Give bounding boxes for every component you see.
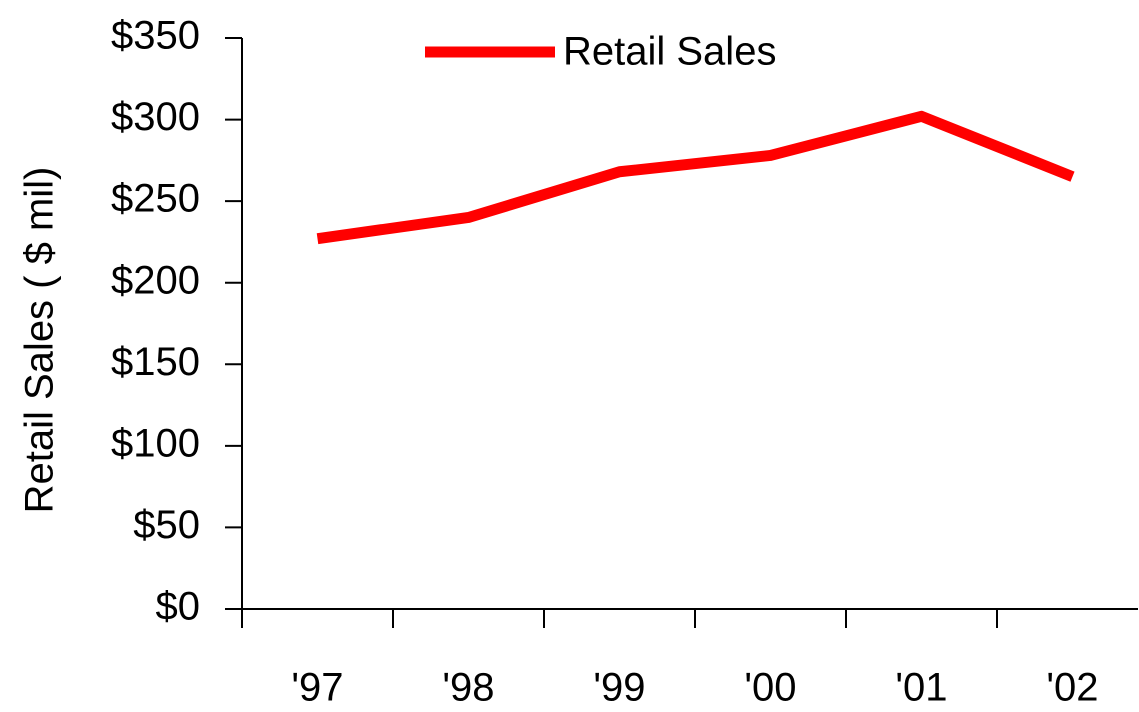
x-tick-label: '97 — [291, 666, 343, 710]
x-tick-label: '01 — [895, 666, 947, 710]
x-tick-label: '98 — [442, 666, 494, 710]
legend-label: Retail Sales — [563, 30, 776, 74]
y-tick-label: $100 — [111, 421, 200, 465]
y-tick-label: $200 — [111, 258, 200, 302]
x-tick-label: '99 — [593, 666, 645, 710]
y-tick-label: $150 — [111, 340, 200, 384]
y-tick-label: $50 — [133, 503, 200, 547]
x-tick-label: '02 — [1046, 666, 1098, 710]
y-tick-label: $250 — [111, 177, 200, 221]
y-tick-label: $0 — [156, 585, 201, 629]
line-series — [316, 110, 1075, 245]
y-tick-label: $300 — [111, 95, 200, 139]
y-tick-label: $350 — [111, 14, 200, 58]
x-tick-label: '00 — [744, 666, 796, 710]
y-axis-label: Retail Sales ( $ mil) — [18, 167, 62, 514]
